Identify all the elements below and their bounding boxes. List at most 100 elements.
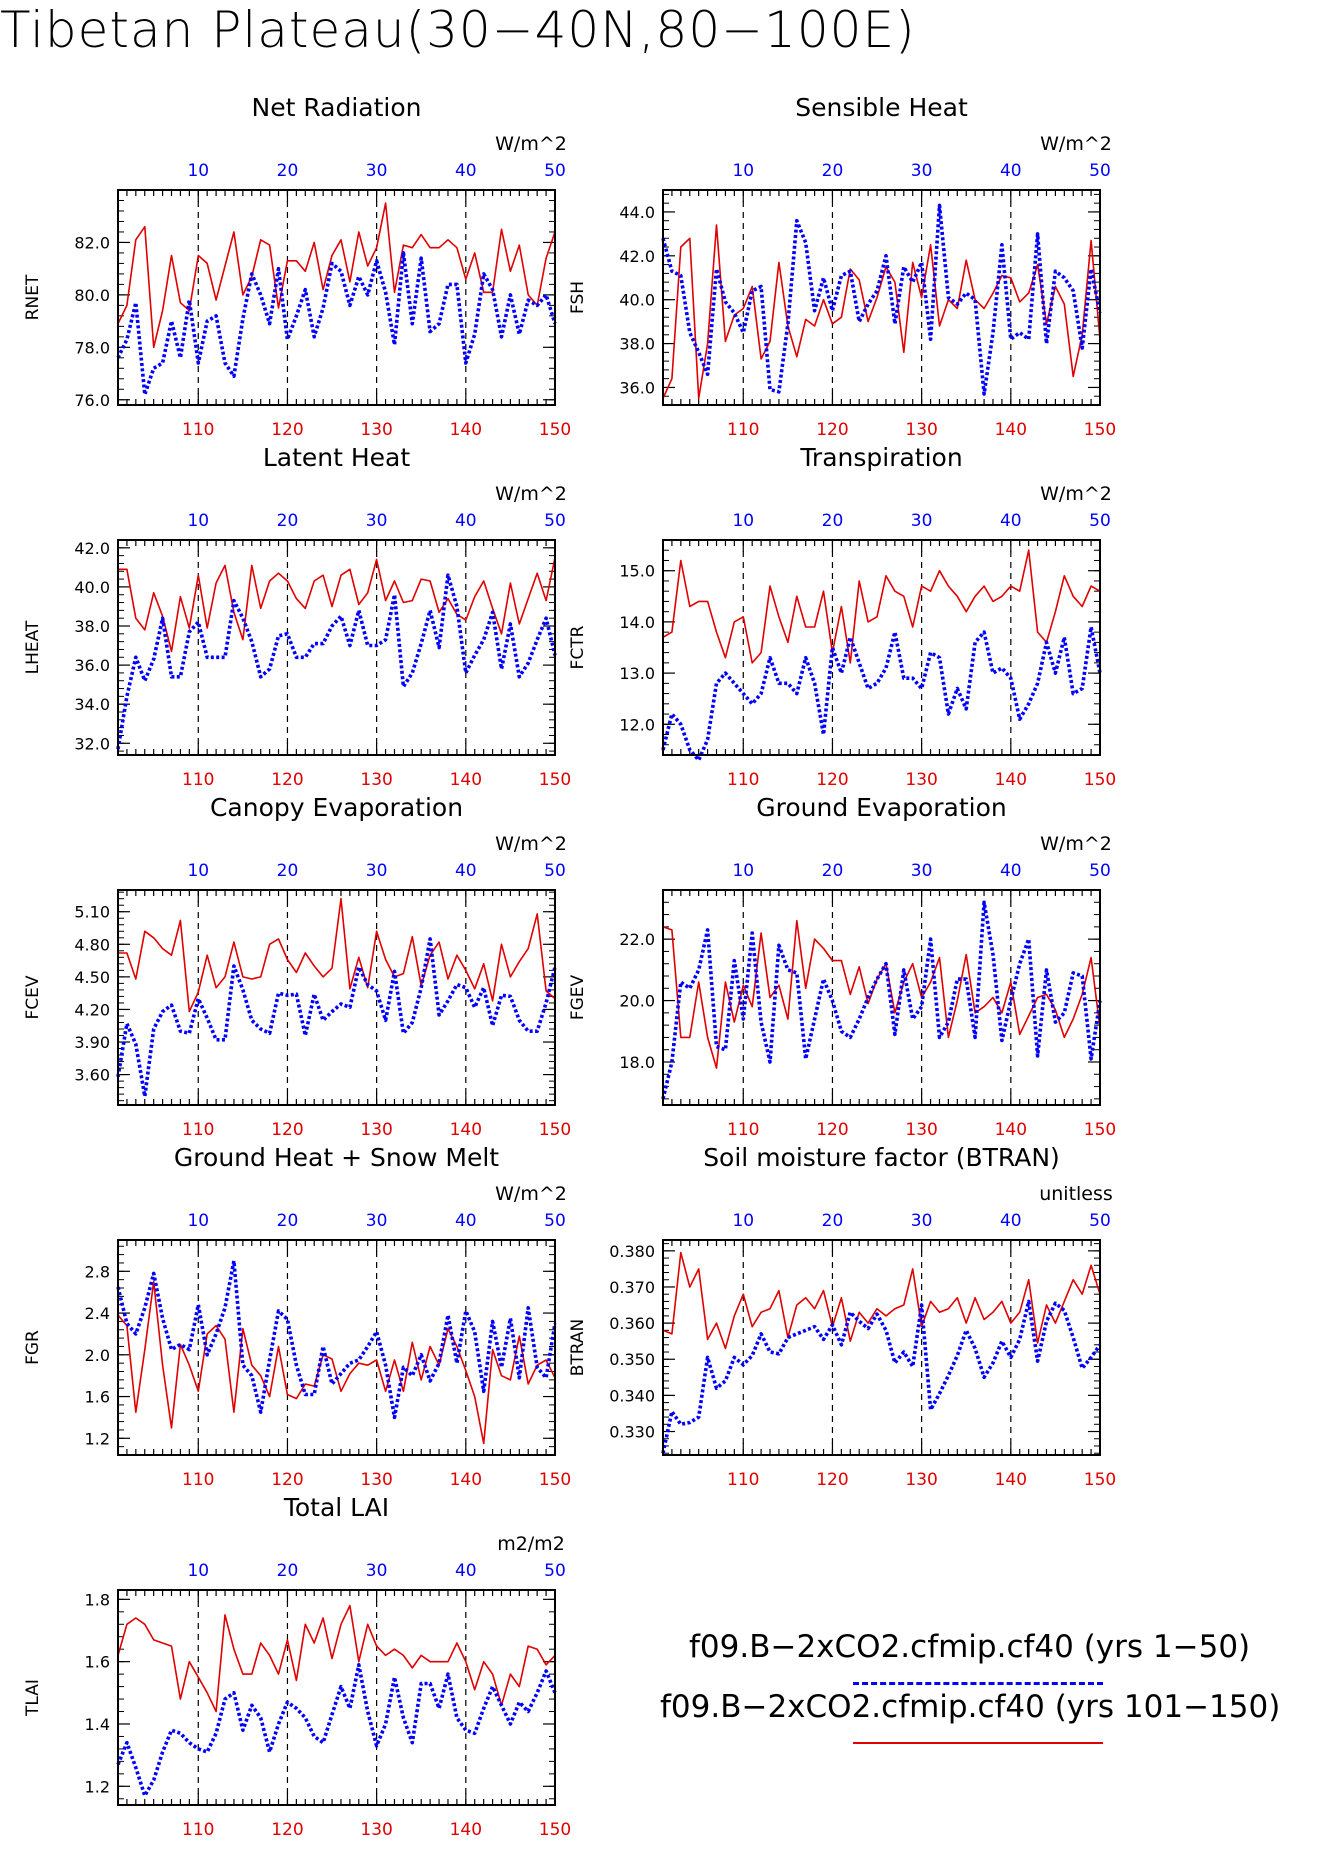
bottom-tick-label: 130 — [360, 770, 392, 790]
y-tick-label: 82.0 — [74, 233, 110, 252]
bottom-tick-label: 140 — [995, 420, 1027, 440]
top-tick-label: 10 — [732, 161, 754, 181]
series-yrs-101-150 — [117, 1604, 556, 1713]
y-tick-label: 36.0 — [74, 656, 110, 675]
units-label: W/m^2 — [495, 833, 567, 855]
bottom-tick-label: 120 — [816, 420, 848, 440]
y-tick-label: 1.2 — [85, 1777, 110, 1796]
series-yrs-1-50 — [661, 203, 1102, 396]
y-tick-label: 78.0 — [74, 338, 110, 357]
bottom-tick-label: 150 — [539, 1820, 571, 1840]
y-tick-label: 12.0 — [619, 715, 655, 734]
top-tick-label: 40 — [455, 511, 477, 531]
top-tick-label: 50 — [1089, 511, 1111, 531]
series-yrs-101-150 — [118, 557, 556, 653]
series-yrs-1-50 — [116, 573, 557, 750]
top-tick-label: 30 — [911, 1211, 933, 1231]
bottom-tick-label: 130 — [905, 420, 937, 440]
top-tick-label: 10 — [187, 511, 209, 531]
series-yrs-101-150 — [117, 1280, 556, 1445]
legend-entry-yrs-101-150: f09.B−2xCO2.cfmip.cf40 (yrs 101−150) — [660, 1689, 1281, 1725]
top-tick-label: 50 — [544, 1211, 566, 1231]
y-axis-label: RNET — [23, 274, 43, 320]
series-yrs-101-150 — [662, 1251, 1101, 1350]
series-yrs-1-50 — [661, 900, 1102, 1100]
series-yrs-101-150 — [117, 202, 556, 349]
bottom-tick-label: 130 — [905, 1120, 937, 1140]
bottom-tick-label: 130 — [360, 1470, 392, 1490]
top-tick-label: 30 — [366, 1561, 388, 1581]
bottom-tick-label: 140 — [995, 770, 1027, 790]
y-tick-label: 0.370 — [609, 1278, 655, 1297]
bottom-tick-label: 110 — [727, 1470, 759, 1490]
panel-title: Ground Heat + Snow Melt — [174, 1143, 499, 1172]
bottom-tick-label: 130 — [360, 420, 392, 440]
y-tick-label: 38.0 — [619, 335, 655, 354]
y-tick-label: 2.4 — [85, 1304, 110, 1323]
bottom-tick-label: 130 — [905, 770, 937, 790]
y-tick-label: 1.2 — [85, 1429, 110, 1448]
y-tick-label: 3.60 — [74, 1066, 110, 1085]
top-tick-label: 20 — [822, 511, 844, 531]
y-tick-label: 2.8 — [85, 1262, 110, 1281]
top-tick-label: 50 — [544, 861, 566, 881]
bottom-tick-label: 140 — [450, 1470, 482, 1490]
top-tick-label: 40 — [455, 1561, 477, 1581]
legend-swatch-dashed-blue — [853, 1682, 1103, 1685]
top-tick-label: 50 — [544, 161, 566, 181]
units-label: W/m^2 — [495, 483, 567, 505]
top-tick-label: 10 — [187, 161, 209, 181]
plot-frame — [117, 539, 556, 756]
bottom-tick-label: 110 — [727, 770, 759, 790]
bottom-tick-label: 130 — [905, 1470, 937, 1490]
legend-entry-yrs-1-50: f09.B−2xCO2.cfmip.cf40 (yrs 1−50) — [689, 1629, 1251, 1665]
top-tick-label: 10 — [732, 511, 754, 531]
top-tick-label: 20 — [822, 1211, 844, 1231]
plot-frame — [117, 1239, 556, 1456]
bottom-tick-label: 110 — [182, 1120, 214, 1140]
y-axis-label: FGEV — [568, 974, 588, 1020]
y-tick-label: 1.6 — [85, 1653, 110, 1672]
y-tick-label: 44.0 — [619, 203, 655, 222]
bottom-tick-label: 120 — [271, 1120, 303, 1140]
page-title: Tibetan Plateau(30−40N,80−100E) — [0, 1, 916, 59]
series-yrs-1-50 — [116, 1663, 557, 1798]
series-yrs-101-150 — [118, 897, 556, 1013]
panel-btran: Soil moisture factor (BTRAN) unitless 0.33… — [568, 1143, 1116, 1490]
series-yrs-101-150 — [662, 549, 1101, 664]
units-label: W/m^2 — [1040, 133, 1112, 155]
panel-lheat: Latent Heat W/m^2 32.0 34.0 36.0 38.0 40.0 42.0… — [23, 443, 571, 790]
panel-fsh: Sensible Heat W/m^2 36.0 38.0 40.0 42.0 44.0 10… — [568, 93, 1116, 440]
bottom-tick-label: 110 — [182, 420, 214, 440]
top-tick-label: 40 — [455, 861, 477, 881]
y-tick-label: 80.0 — [74, 286, 110, 305]
top-tick-label: 30 — [366, 511, 388, 531]
top-tick-label: 10 — [732, 1211, 754, 1231]
bottom-tick-label: 110 — [182, 1820, 214, 1840]
top-tick-label: 20 — [277, 511, 299, 531]
bottom-tick-label: 150 — [539, 770, 571, 790]
top-tick-label: 50 — [1089, 1211, 1111, 1231]
bottom-tick-label: 150 — [1084, 420, 1116, 440]
top-tick-label: 20 — [822, 861, 844, 881]
y-tick-label: 42.0 — [74, 539, 110, 558]
top-tick-label: 40 — [455, 1211, 477, 1231]
y-tick-label: 0.340 — [609, 1386, 655, 1405]
y-tick-label: 20.0 — [619, 992, 655, 1011]
bottom-tick-label: 140 — [450, 1820, 482, 1840]
top-tick-label: 40 — [1000, 511, 1022, 531]
y-axis-label: FCEV — [23, 975, 43, 1019]
top-tick-label: 40 — [1000, 1211, 1022, 1231]
legend-swatch-solid-red — [853, 1742, 1103, 1744]
plot-frame — [662, 889, 1101, 1106]
panel-rnet: Net Radiation W/m^2 76.0 78.0 80.0 82.0 10 20 30… — [23, 93, 571, 440]
panel-title: Net Radiation — [252, 93, 422, 122]
plot-frame — [117, 189, 556, 406]
series-yrs-1-50 — [661, 625, 1102, 762]
units-label: W/m^2 — [1040, 483, 1112, 505]
y-tick-label: 4.80 — [74, 935, 110, 954]
top-tick-label: 30 — [366, 161, 388, 181]
units-label: W/m^2 — [495, 133, 567, 155]
y-tick-label: 0.350 — [609, 1350, 655, 1369]
